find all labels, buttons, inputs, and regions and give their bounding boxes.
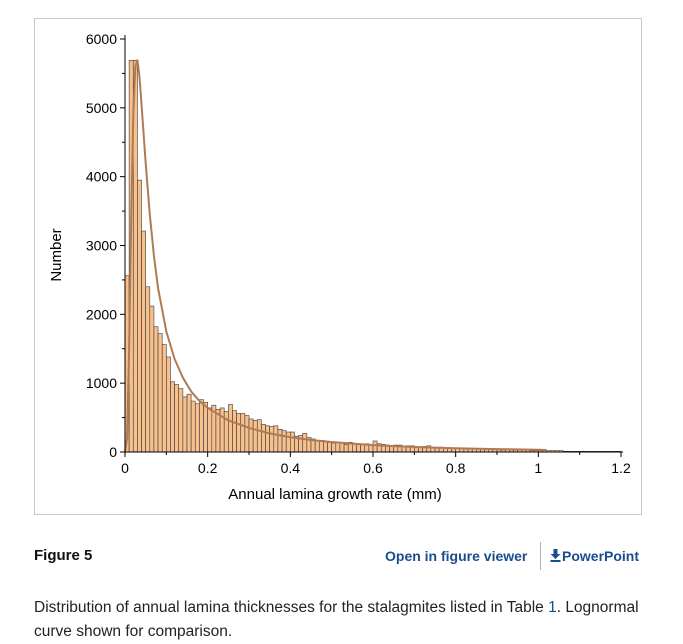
histogram-bar: [273, 425, 279, 453]
histogram-bars: [124, 60, 622, 453]
link-separator: [540, 542, 541, 570]
x-tick-label: 0.4: [281, 460, 301, 476]
y-axis-ticks: 0 1000 2000 3000 4000 5000 6000: [86, 31, 125, 460]
histogram-bar: [360, 444, 366, 453]
x-tick-label: 0: [121, 460, 129, 476]
x-tick-label: 0.2: [198, 460, 218, 476]
figure-label: Figure 5: [34, 547, 93, 564]
histogram-bar: [248, 418, 254, 453]
histogram-bar: [327, 442, 332, 453]
histogram-bar: [157, 333, 163, 453]
histogram-bar: [194, 403, 200, 453]
download-arrow-icon: [550, 549, 561, 565]
histogram-bar: [199, 399, 204, 453]
figure-panel: 0 1000 2000 3000 4000 5000 6000 0 0.2 0.4 0.6 0.8 1…: [34, 18, 642, 515]
figure-caption: Distribution of annual lamina thicknesse…: [34, 596, 654, 644]
histogram-bar: [219, 407, 225, 453]
histogram-bar: [290, 431, 295, 453]
histogram-bar: [240, 413, 246, 453]
histogram-bar: [339, 442, 345, 453]
histogram-bar: [331, 442, 337, 453]
histogram-bar: [352, 443, 357, 453]
histogram-bar: [186, 393, 192, 453]
histogram-bar: [137, 179, 142, 453]
histogram-bar: [252, 420, 258, 453]
x-tick-label: 1.2: [611, 460, 631, 476]
histogram-bar: [149, 305, 155, 453]
histogram-bar: [178, 388, 184, 453]
histogram-bar: [161, 344, 167, 453]
histogram-bar: [372, 440, 378, 453]
histogram-bar: [236, 413, 242, 453]
y-tick-label: 6000: [86, 31, 117, 47]
histogram-bar: [277, 428, 283, 453]
histogram-bar: [203, 402, 208, 453]
histogram-bar: [343, 444, 349, 453]
y-tick-label: 1000: [86, 375, 117, 391]
x-tick-label: 0.6: [363, 460, 383, 476]
x-tick-label: 1: [534, 460, 542, 476]
x-axis-ticks: 0 0.2 0.4 0.6 0.8 1 1.2: [121, 452, 631, 476]
open-in-figure-viewer-link[interactable]: Open in figure viewer: [385, 548, 528, 564]
histogram-bar: [170, 381, 175, 453]
histogram-bar: [356, 444, 361, 453]
histogram-bar: [269, 426, 275, 453]
y-tick-label: 2000: [86, 306, 117, 322]
histogram-bar: [153, 326, 159, 453]
histogram-bar: [335, 442, 341, 453]
histogram-bar: [228, 404, 233, 453]
histogram-bar: [174, 384, 180, 453]
lognormal-curve: [124, 59, 547, 453]
histogram-bar: [368, 444, 374, 453]
table-reference-link[interactable]: 1: [548, 599, 557, 616]
histogram-bar: [285, 431, 291, 453]
histogram-bar: [265, 425, 270, 453]
histogram-bar: [207, 407, 213, 453]
histogram-bar: [261, 424, 266, 453]
y-tick-label: 3000: [86, 238, 117, 254]
histogram-chart: 0 1000 2000 3000 4000 5000 6000 0 0.2 0.4 0.6 0.8 1…: [48, 31, 631, 503]
caption-text: Distribution of annual lamina thicknesse…: [34, 599, 549, 616]
x-tick-label: 0.8: [446, 460, 466, 476]
chart-axes: [124, 35, 623, 453]
histogram-bar: [323, 441, 328, 453]
y-tick-label: 5000: [86, 100, 117, 116]
histogram-bar: [166, 356, 171, 453]
x-axis-label: Annual lamina growth rate (mm): [228, 486, 441, 503]
histogram-bar: [314, 439, 320, 453]
histogram-bar: [232, 410, 237, 453]
histogram-bar: [244, 415, 250, 453]
histogram-bar: [182, 396, 188, 453]
powerpoint-download-link[interactable]: PowerPoint: [550, 548, 639, 565]
histogram-bar: [256, 419, 262, 453]
histogram-bar: [190, 400, 196, 453]
histogram-bar: [281, 430, 287, 453]
histogram-bar: [145, 286, 151, 453]
histogram-bar: [141, 230, 146, 453]
histogram-bar: [302, 433, 308, 453]
caption-text-end: . Lognormal curve shown for comparison.: [34, 599, 639, 640]
y-axis-label: Number: [48, 228, 65, 281]
powerpoint-label: PowerPoint: [562, 548, 640, 564]
y-tick-label: 0: [109, 444, 117, 460]
y-tick-label: 4000: [86, 169, 117, 185]
